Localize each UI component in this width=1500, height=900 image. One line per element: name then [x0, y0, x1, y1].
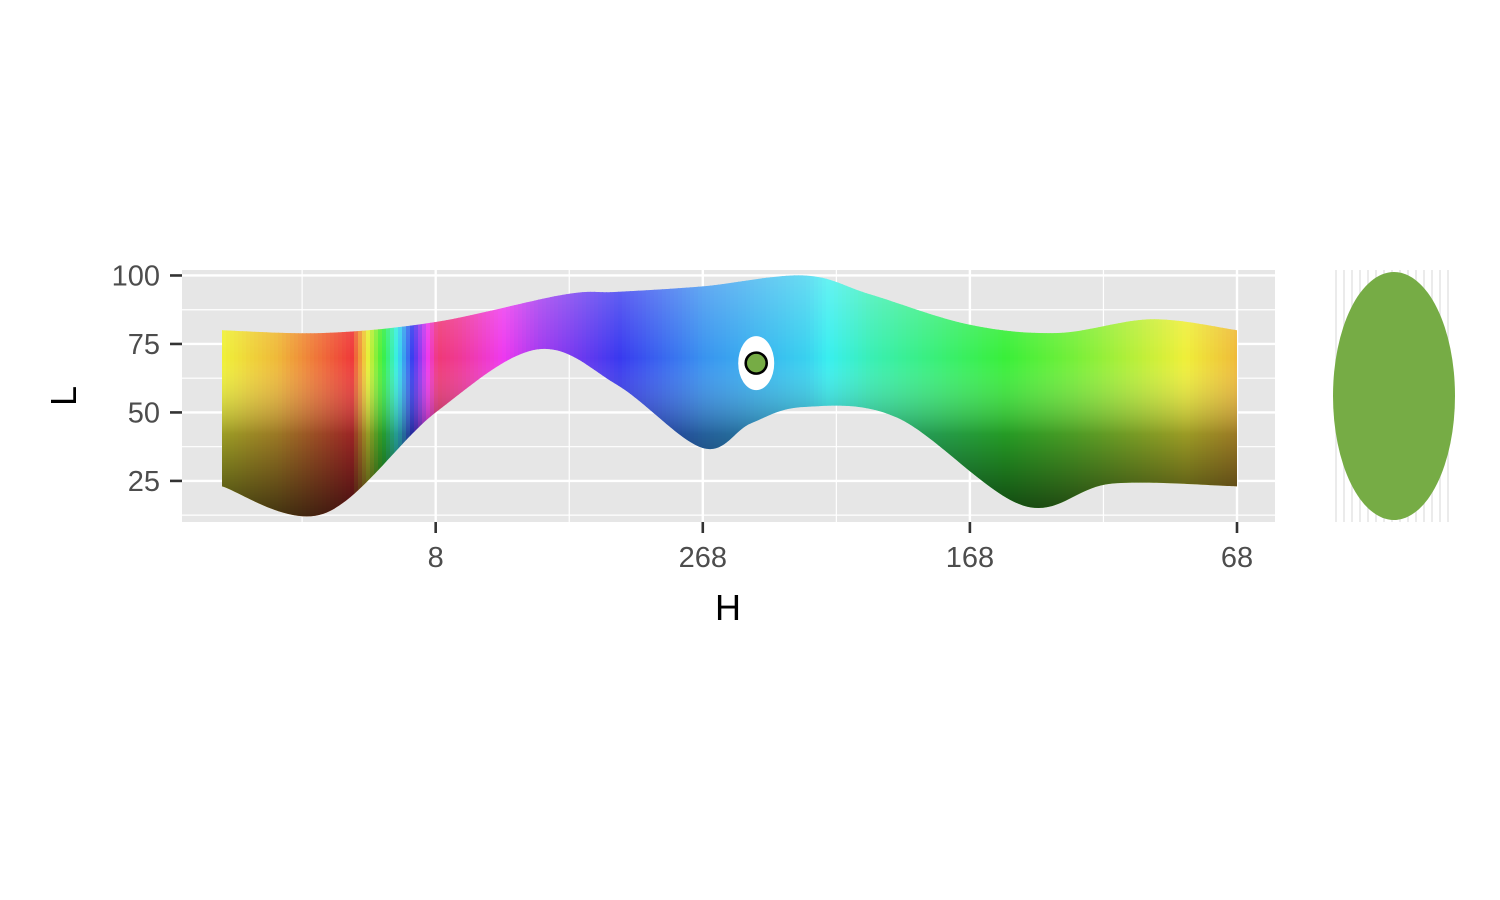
selected-color-marker[interactable]	[738, 336, 775, 391]
swatch-panel	[1333, 270, 1455, 522]
main-panel	[182, 270, 1275, 522]
y-tick-label: 100	[112, 260, 160, 292]
x-tick-label: 8	[428, 542, 444, 574]
y-tick-label: 50	[128, 397, 160, 429]
x-axis-title: H	[715, 587, 741, 628]
x-axis: 8 268 168 68	[428, 522, 1253, 574]
x-tick-label: 168	[946, 542, 994, 574]
y-tick-label: 75	[128, 329, 160, 361]
y-axis-title: L	[43, 386, 84, 406]
y-axis: 25 50 75 100	[112, 260, 182, 498]
selected-color-point	[744, 351, 769, 375]
selected-color-swatch	[1333, 272, 1455, 520]
y-tick-label: 25	[128, 466, 160, 498]
x-tick-label: 268	[679, 542, 727, 574]
x-tick-label: 68	[1221, 542, 1253, 574]
